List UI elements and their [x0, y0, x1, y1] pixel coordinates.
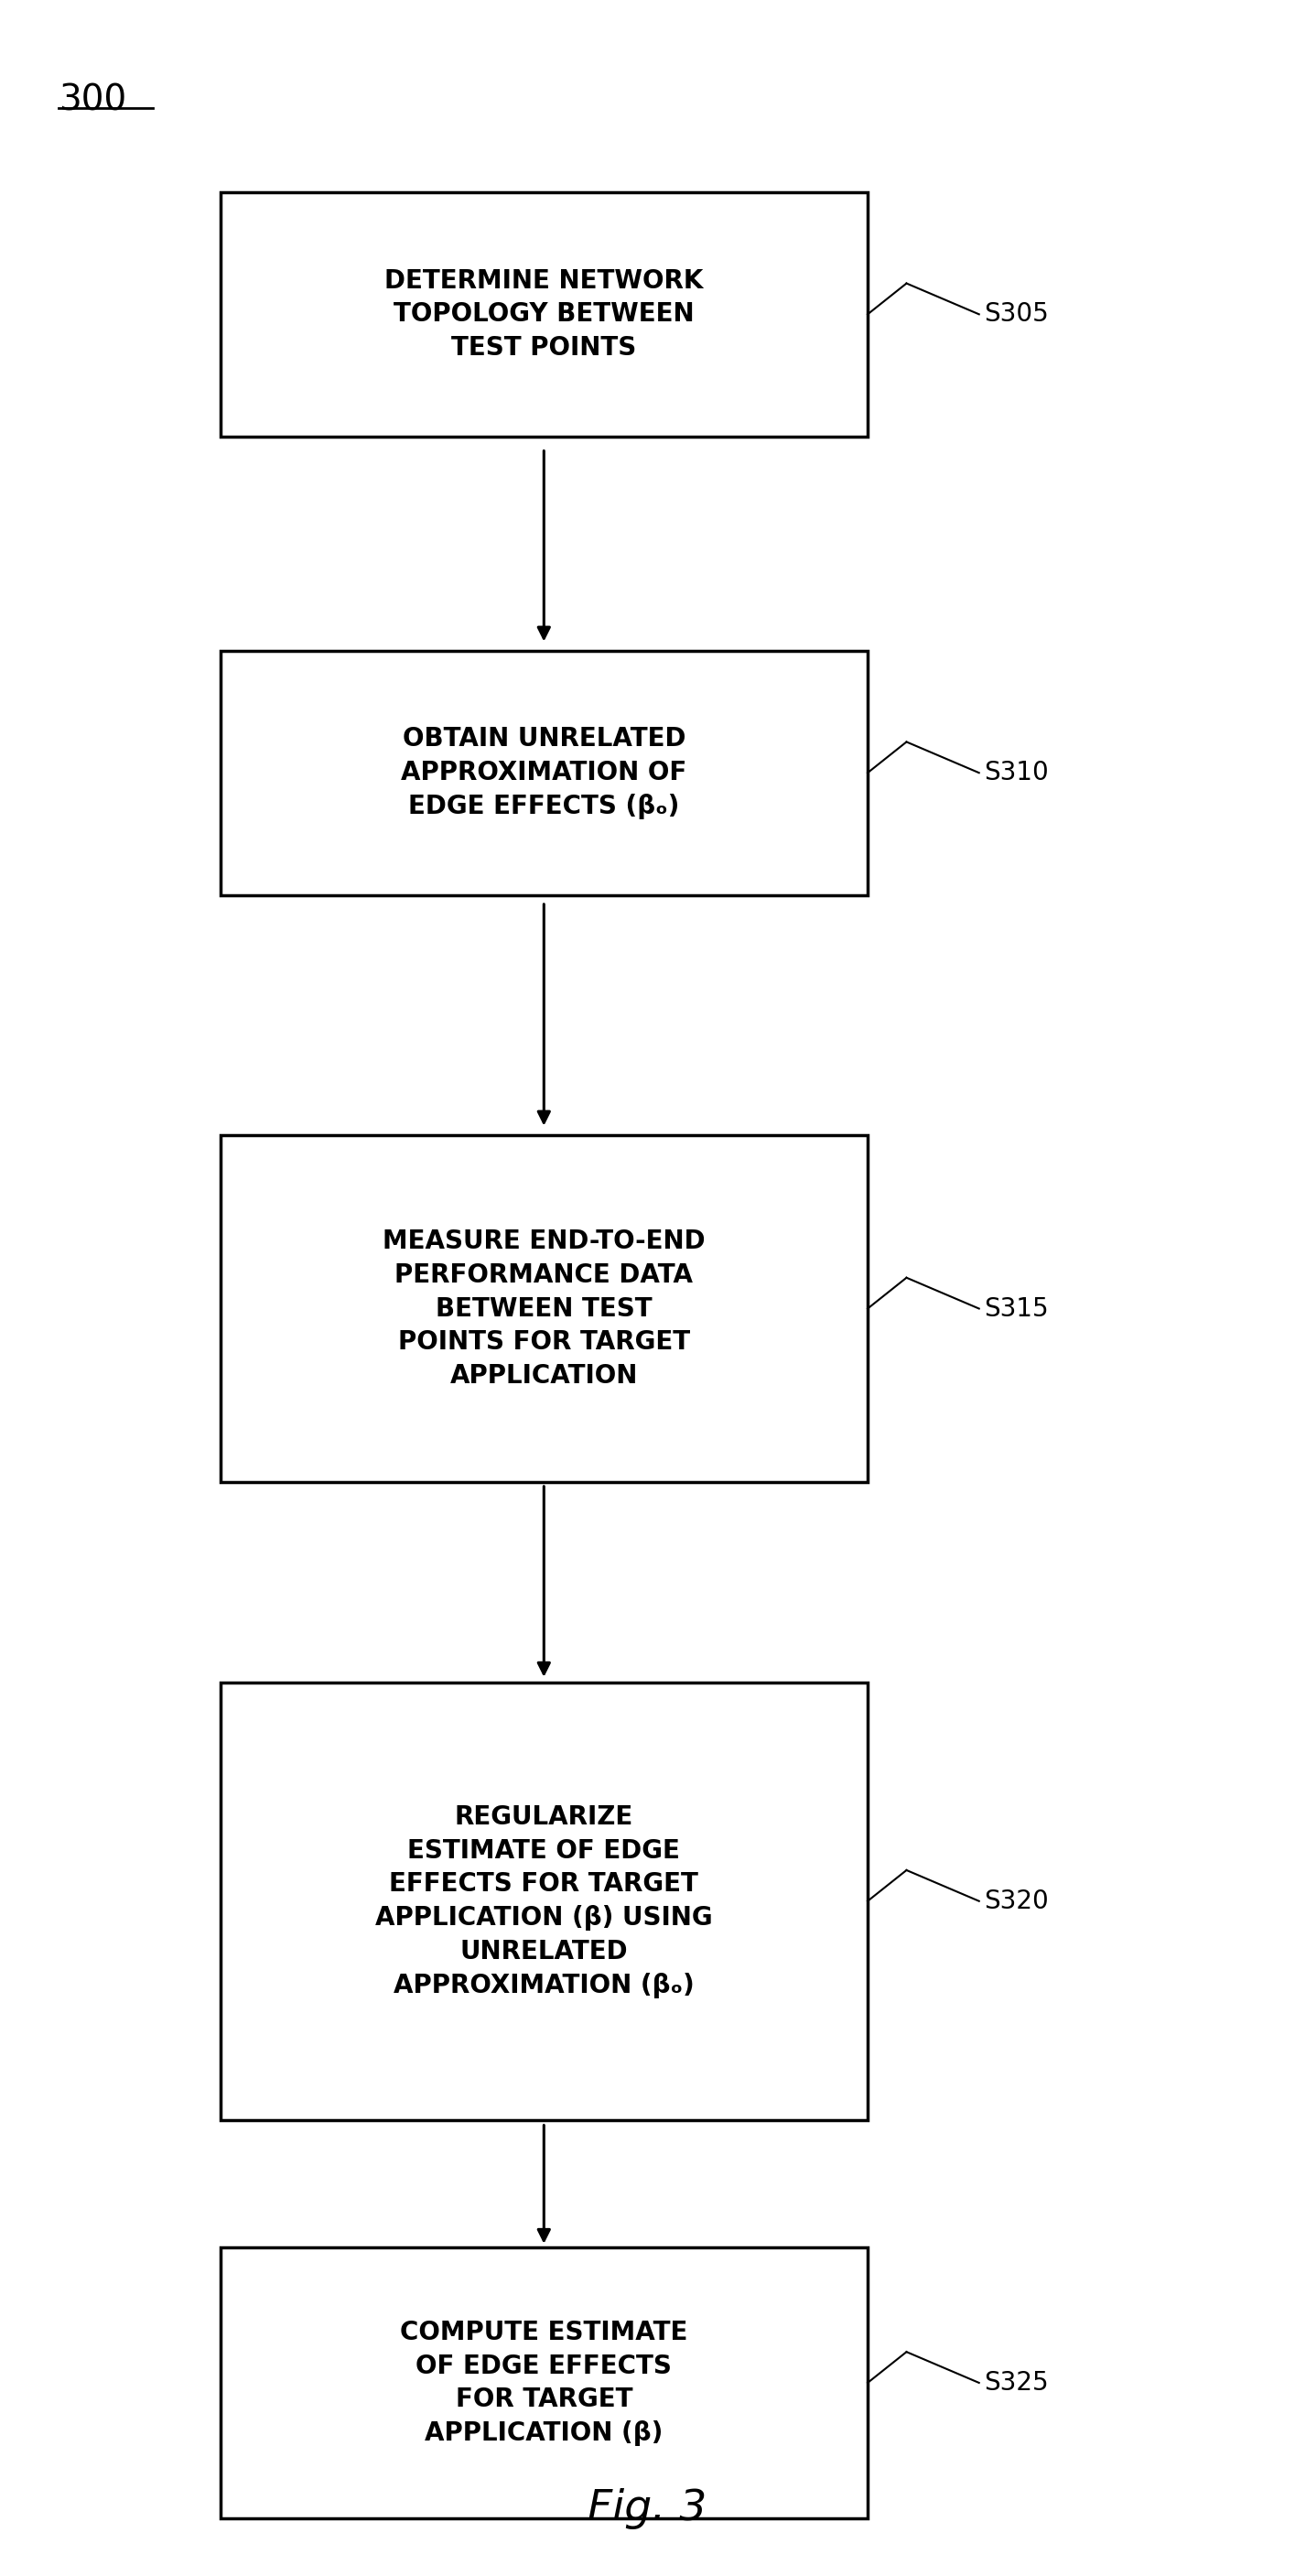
FancyBboxPatch shape [220, 193, 868, 435]
Text: OBTAIN UNRELATED
APPROXIMATION OF
EDGE EFFECTS (βₒ): OBTAIN UNRELATED APPROXIMATION OF EDGE E… [401, 726, 686, 819]
Text: COMPUTE ESTIMATE
OF EDGE EFFECTS
FOR TARGET
APPLICATION (β): COMPUTE ESTIMATE OF EDGE EFFECTS FOR TAR… [400, 2318, 688, 2447]
FancyBboxPatch shape [220, 2246, 868, 2519]
Text: S310: S310 [984, 760, 1049, 786]
Text: S305: S305 [984, 301, 1049, 327]
Text: S325: S325 [984, 2370, 1049, 2396]
FancyBboxPatch shape [220, 652, 868, 896]
Text: Fig. 3: Fig. 3 [588, 2488, 707, 2530]
FancyBboxPatch shape [220, 1682, 868, 2120]
Text: S320: S320 [984, 1888, 1049, 1914]
Text: S315: S315 [984, 1296, 1049, 1321]
Text: REGULARIZE
ESTIMATE OF EDGE
EFFECTS FOR TARGET
APPLICATION (β) USING
UNRELATED
A: REGULARIZE ESTIMATE OF EDGE EFFECTS FOR … [376, 1803, 712, 1999]
Text: MEASURE END-TO-END
PERFORMANCE DATA
BETWEEN TEST
POINTS FOR TARGET
APPLICATION: MEASURE END-TO-END PERFORMANCE DATA BETW… [382, 1229, 706, 1388]
FancyBboxPatch shape [220, 1133, 868, 1484]
Text: DETERMINE NETWORK
TOPOLOGY BETWEEN
TEST POINTS: DETERMINE NETWORK TOPOLOGY BETWEEN TEST … [385, 268, 703, 361]
Text: 300: 300 [58, 82, 126, 118]
